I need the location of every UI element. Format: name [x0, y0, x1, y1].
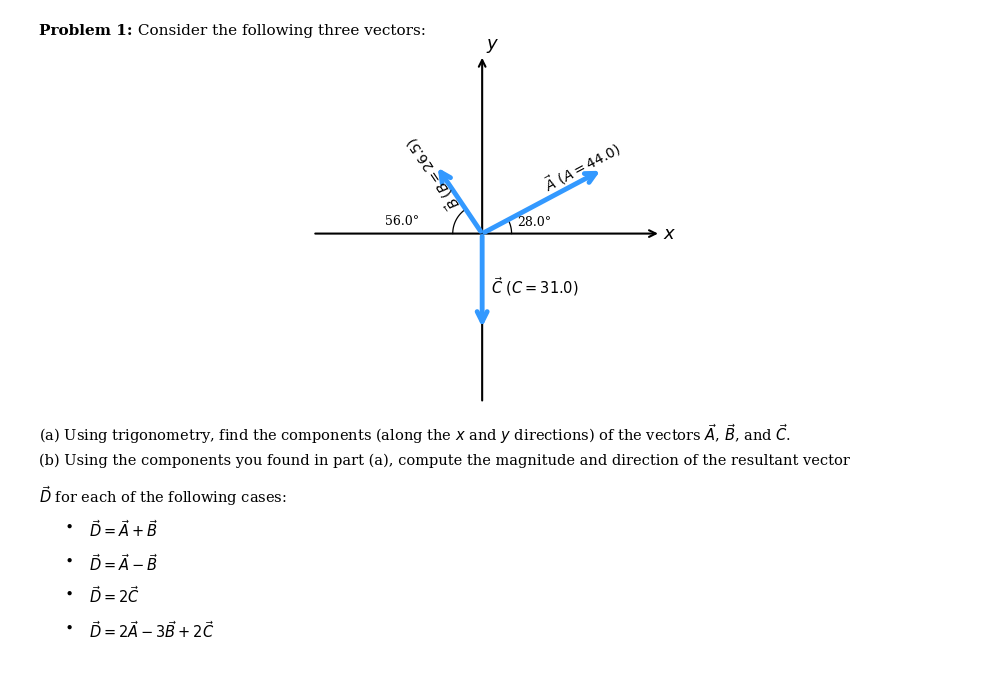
Text: $\bullet$: $\bullet$ — [64, 585, 73, 599]
Text: (b) Using the components you found in part (a), compute the magnitude and direct: (b) Using the components you found in pa… — [39, 453, 850, 468]
Text: $\vec{D}$ for each of the following cases:: $\vec{D}$ for each of the following case… — [39, 484, 287, 508]
Text: $\bullet$: $\bullet$ — [64, 553, 73, 567]
Text: $\vec{D} = \vec{A} - \vec{B}$: $\vec{D} = \vec{A} - \vec{B}$ — [89, 553, 157, 574]
Text: $\vec{A}$ $(A = 44.0)$: $\vec{A}$ $(A = 44.0)$ — [541, 138, 624, 195]
Text: $\vec{D} = 2\vec{A} - 3\vec{B} + 2\vec{C}$: $\vec{D} = 2\vec{A} - 3\vec{B} + 2\vec{C… — [89, 620, 214, 640]
Text: $\vec{B}$ $(B = 26.5)$: $\vec{B}$ $(B = 26.5)$ — [401, 133, 464, 212]
Text: (a) Using trigonometry, find the components (along the $x$ and $y$ directions) o: (a) Using trigonometry, find the compone… — [39, 423, 791, 447]
Text: Consider the following three vectors:: Consider the following three vectors: — [133, 24, 426, 38]
Text: $\vec{C}$ $(C = 31.0)$: $\vec{C}$ $(C = 31.0)$ — [491, 275, 579, 298]
Text: $\bullet$: $\bullet$ — [64, 620, 73, 633]
Text: 56.0°: 56.0° — [385, 215, 419, 228]
Text: $\vec{D} = 2\vec{C}$: $\vec{D} = 2\vec{C}$ — [89, 585, 139, 606]
Text: Problem 1:: Problem 1: — [39, 24, 133, 38]
Text: $y$: $y$ — [486, 37, 500, 55]
Text: $\bullet$: $\bullet$ — [64, 519, 73, 532]
Text: $x$: $x$ — [663, 225, 676, 243]
Text: 28.0°: 28.0° — [517, 216, 551, 229]
Text: $\vec{D} = \vec{A} + \vec{B}$: $\vec{D} = \vec{A} + \vec{B}$ — [89, 519, 157, 539]
